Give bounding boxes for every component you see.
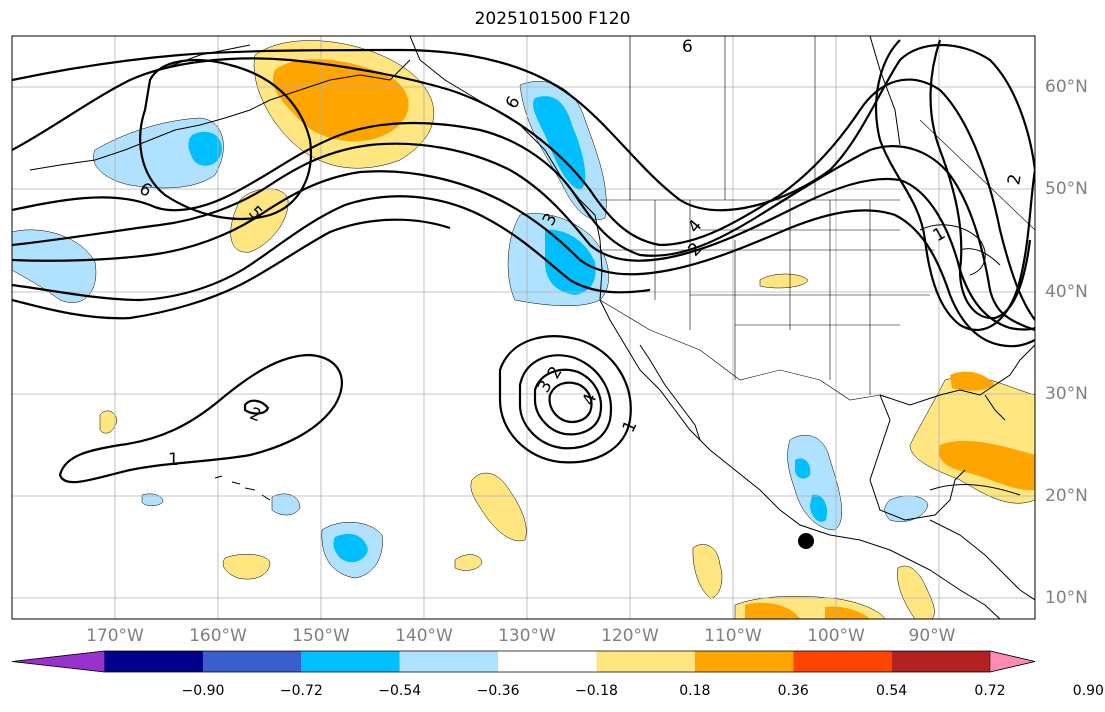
- contour-label: 3: [534, 377, 557, 396]
- map-frame: [11, 35, 1036, 620]
- lon-label-90w: 90°W: [908, 626, 956, 646]
- lat-label-40n: 40°N: [1045, 282, 1088, 302]
- colorbar-segment: [301, 651, 400, 672]
- negative-anomaly-british-columbia-core: [533, 96, 586, 190]
- colorbar-extend-low: [11, 650, 105, 673]
- colorbar-segment: [104, 651, 203, 672]
- positive-anomaly-d: [454, 554, 483, 571]
- contour-label: 1: [168, 450, 179, 470]
- positive-anomaly-gulf-of-mexico-core: [938, 440, 1035, 491]
- positive-anomaly-e: [692, 544, 723, 599]
- lat-label-50n: 50°N: [1045, 179, 1088, 199]
- colorbar-tick-label: −0.54: [378, 683, 422, 699]
- colorbar-tick-label: −0.72: [279, 683, 323, 699]
- location-marker: [798, 533, 814, 549]
- negative-anomaly-aleutians-core: [188, 131, 222, 166]
- colorbar-tick-label: 0.90: [1072, 683, 1104, 699]
- colorbar-tick-label: −0.90: [181, 683, 225, 699]
- colorbar-segment: [399, 651, 499, 672]
- positive-anomaly-f: [897, 565, 935, 619]
- contour-label: 1: [930, 223, 949, 246]
- positive-anomaly-south-core: [745, 602, 800, 619]
- positive-anomaly-c: [222, 554, 271, 580]
- coastlines: [29, 36, 1035, 619]
- negative-anomaly-caribbean: [884, 495, 929, 522]
- negative-anomaly-west-coast-core: [545, 229, 596, 295]
- lat-label-30n: 30°N: [1045, 384, 1088, 404]
- contour-label: 2: [684, 239, 706, 261]
- lat-label-20n: 20°N: [1045, 486, 1088, 506]
- colorbar-extend-high: [989, 650, 1036, 673]
- graticule: [12, 36, 1035, 619]
- negative-anomaly-mexico-core-b: [810, 494, 828, 522]
- contour-lines: [12, 39, 1035, 484]
- lon-label-130w: 130°W: [498, 626, 556, 646]
- contour-label: 2: [1004, 173, 1026, 187]
- lon-label-120w: 120°W: [601, 626, 659, 646]
- map-title: 2025101500 F120: [474, 9, 631, 29]
- colorbar-outline: [11, 650, 1036, 673]
- colorbar-segment: [202, 651, 302, 672]
- contour-label: 4: [684, 216, 706, 237]
- contour-label: 6: [682, 37, 693, 57]
- lon-label-140w: 140°W: [395, 626, 453, 646]
- positive-anomaly-florida: [950, 371, 995, 391]
- contour-label: 6: [502, 93, 525, 112]
- lon-label-170w: 170°W: [86, 626, 144, 646]
- colorbar-tick-label: 0.36: [777, 683, 809, 699]
- colorbar-tick-label: −0.36: [476, 683, 520, 699]
- negative-anomaly-hawaii-west: [141, 493, 164, 506]
- lon-label-160w: 160°W: [189, 626, 247, 646]
- lat-label-10n: 10°N: [1045, 588, 1088, 608]
- colorbar-segment: [596, 651, 695, 672]
- lon-label-100w: 100°W: [807, 626, 865, 646]
- positive-anomaly-gulf-of-alaska-core: [272, 59, 409, 142]
- colorbar-tick-label: 0.18: [679, 683, 711, 699]
- negative-anomaly-hawaii-east: [271, 493, 301, 516]
- negative-anomaly-west-pacific: [12, 229, 97, 303]
- negative-anomaly-mexico-core-a: [795, 458, 811, 479]
- contour-label: 2: [544, 363, 567, 382]
- colorbar-segment: [694, 651, 794, 672]
- lon-label-150w: 150°W: [292, 626, 350, 646]
- contour-label: 2: [247, 404, 264, 426]
- colorbar: [11, 650, 1036, 673]
- lat-label-60n: 60°N: [1045, 77, 1088, 97]
- colorbar-segment: [498, 651, 597, 672]
- shading-layer: [12, 40, 1035, 619]
- lon-label-110w: 110°W: [704, 626, 762, 646]
- positive-anomaly-midwest: [759, 273, 809, 289]
- negative-anomaly-hawaii-south-core: [333, 533, 368, 563]
- colorbar-segment: [891, 651, 990, 672]
- positive-anomaly-north-pacific: [230, 188, 289, 253]
- positive-anomaly-a: [470, 472, 527, 542]
- positive-anomaly-b: [99, 410, 118, 434]
- colorbar-tick-label: −0.18: [575, 683, 618, 699]
- colorbar-tick-label: 0.72: [974, 683, 1006, 699]
- colorbar-tick-label: 0.54: [876, 683, 908, 699]
- colorbar-segment: [793, 651, 892, 672]
